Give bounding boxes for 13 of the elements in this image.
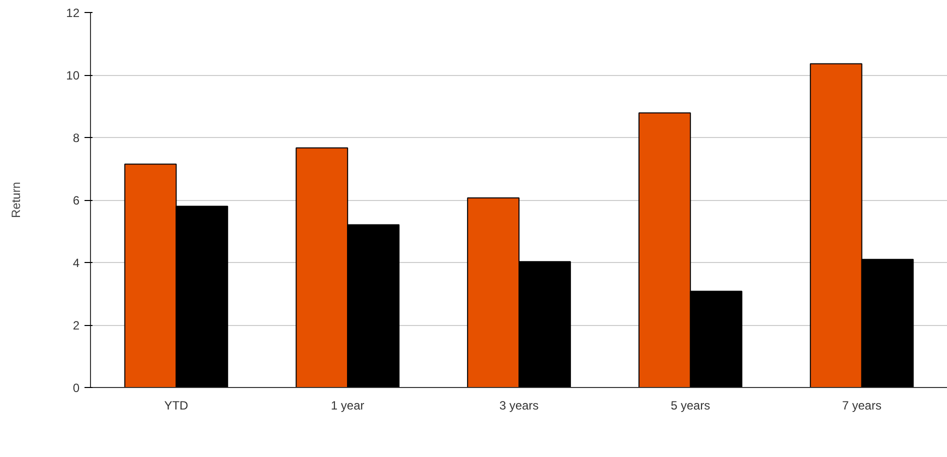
x-tick-label: 1 year <box>330 398 364 412</box>
x-tick-label: YTD <box>164 398 189 412</box>
x-tick-label: 5 years <box>670 398 710 412</box>
y-tick-label: 12 <box>66 6 80 20</box>
y-axis-title: Return <box>9 182 24 218</box>
y-tick-label: 8 <box>72 131 80 145</box>
y-tick-label: 4 <box>72 256 80 270</box>
y-tick-label: 10 <box>66 68 80 82</box>
y-tick-label: 2 <box>72 318 80 332</box>
x-tick-label: 7 years <box>842 398 882 412</box>
y-tick-label: 0 <box>72 381 80 395</box>
y-tick-label: 6 <box>72 194 80 208</box>
x-tick-label: 3 years <box>499 398 539 412</box>
